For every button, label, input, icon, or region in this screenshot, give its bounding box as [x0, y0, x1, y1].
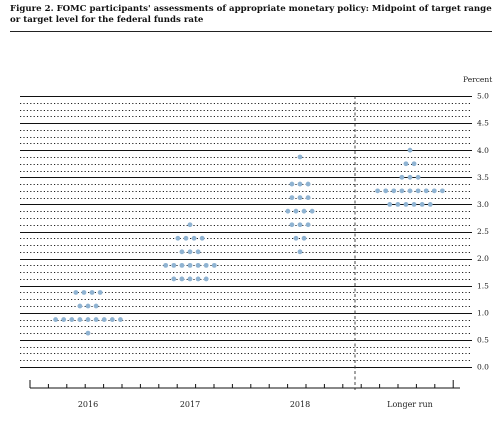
- participant-dot: [407, 188, 413, 194]
- participant-dot: [77, 303, 83, 309]
- participant-dot: [403, 161, 409, 167]
- participant-dot: [383, 188, 389, 194]
- participant-dot: [195, 276, 201, 282]
- y-tick-label: 0.5: [477, 336, 489, 345]
- participant-dot: [93, 303, 99, 309]
- participant-dot: [285, 208, 291, 214]
- participant-dot: [85, 303, 91, 309]
- participant-dot: [203, 276, 209, 282]
- participant-dot: [297, 195, 303, 201]
- grid-lines: [20, 95, 472, 390]
- axis-labels: 5.0 4.5 4.0 3.5 3.0 2.5 2.0 1.5 1.0 0.5 0.0 Percent…: [78, 75, 492, 409]
- participant-dot: [289, 195, 295, 201]
- participant-dot: [179, 262, 185, 268]
- participant-dot: [97, 290, 103, 295]
- participant-dot: [415, 174, 421, 180]
- participant-dot: [297, 181, 303, 187]
- y-tick-label: 4.0: [477, 146, 489, 155]
- participant-dot: [403, 202, 409, 207]
- participant-dot: [427, 202, 433, 207]
- participant-dot: [293, 208, 299, 214]
- participant-dot: [301, 208, 307, 214]
- y-tick-label: 5.0: [477, 92, 489, 101]
- participant-dot: [81, 290, 87, 295]
- participant-dot: [297, 249, 303, 255]
- participant-dot: [179, 276, 185, 282]
- participant-dot: [85, 330, 91, 336]
- participant-dot: [77, 317, 83, 322]
- participant-dot: [163, 262, 169, 268]
- participant-dot: [407, 174, 413, 180]
- participant-dot: [309, 208, 315, 214]
- chart-title: Figure 2. FOMC participants' assessments…: [10, 4, 492, 25]
- participant-dot: [118, 317, 123, 322]
- category-label: 2018: [290, 400, 310, 409]
- participant-dot: [199, 235, 205, 241]
- participant-dot: [179, 249, 185, 255]
- participant-dot: [423, 188, 429, 194]
- participant-dot: [387, 202, 393, 207]
- category-label: Longer run: [387, 400, 433, 409]
- participant-dot: [73, 290, 79, 295]
- participant-dot: [171, 262, 177, 268]
- participant-dot: [203, 262, 209, 268]
- participant-dot: [61, 317, 67, 322]
- y-tick-label: 0.0: [477, 363, 489, 372]
- participant-dot: [293, 235, 299, 241]
- participant-dot: [175, 235, 181, 241]
- participant-dot: [85, 317, 91, 322]
- participant-dot: [187, 276, 193, 282]
- participant-dot: [305, 195, 311, 201]
- participant-dot: [411, 161, 417, 167]
- participant-dot: [195, 249, 201, 255]
- participant-dot: [301, 235, 307, 241]
- y-tick-label: 3.5: [477, 173, 489, 182]
- participant-dot: [399, 188, 405, 194]
- y-tick-label: 2.5: [477, 227, 489, 236]
- participant-dot: [183, 235, 189, 241]
- participant-dot: [305, 181, 311, 187]
- participant-dot: [171, 276, 177, 282]
- participant-dot: [101, 317, 107, 322]
- y-tick-label: 4.5: [477, 119, 489, 128]
- participant-dot: [305, 222, 311, 228]
- participant-dot: [89, 290, 95, 295]
- participant-dot: [187, 222, 193, 228]
- x-axis: [29, 380, 460, 389]
- y-tick-label: 1.5: [477, 281, 489, 290]
- participant-dot: [109, 317, 115, 322]
- participant-dot: [411, 202, 417, 207]
- participant-dot: [391, 188, 397, 194]
- y-tick-label: 2.0: [477, 254, 489, 263]
- y-tick-label: 3.0: [477, 200, 489, 209]
- participant-dot: [407, 147, 413, 153]
- participant-dot: [69, 317, 75, 322]
- participant-dot: [375, 188, 380, 194]
- participant-dot: [211, 262, 217, 268]
- participant-dot: [419, 202, 425, 207]
- participant-dot: [191, 235, 197, 241]
- participant-dot: [187, 249, 193, 255]
- participant-dot: [297, 154, 303, 160]
- participant-dot: [395, 202, 401, 207]
- participant-dot: [440, 188, 445, 194]
- y-unit-label: Percent: [463, 75, 492, 84]
- participant-dot: [195, 262, 201, 268]
- participant-dot: [93, 317, 99, 322]
- participant-dot: [187, 262, 193, 268]
- category-label: 2017: [180, 400, 200, 409]
- participant-dot: [297, 222, 303, 228]
- participant-dot: [431, 188, 437, 194]
- participant-dot: [415, 188, 421, 194]
- y-tick-label: 1.0: [477, 308, 489, 317]
- dot-markers: [53, 147, 445, 336]
- participant-dot: [399, 174, 405, 180]
- title-underline: [10, 31, 492, 32]
- category-label: 2016: [78, 400, 98, 409]
- participant-dot: [289, 222, 295, 228]
- participant-dot: [53, 317, 58, 322]
- participant-dot: [289, 181, 295, 187]
